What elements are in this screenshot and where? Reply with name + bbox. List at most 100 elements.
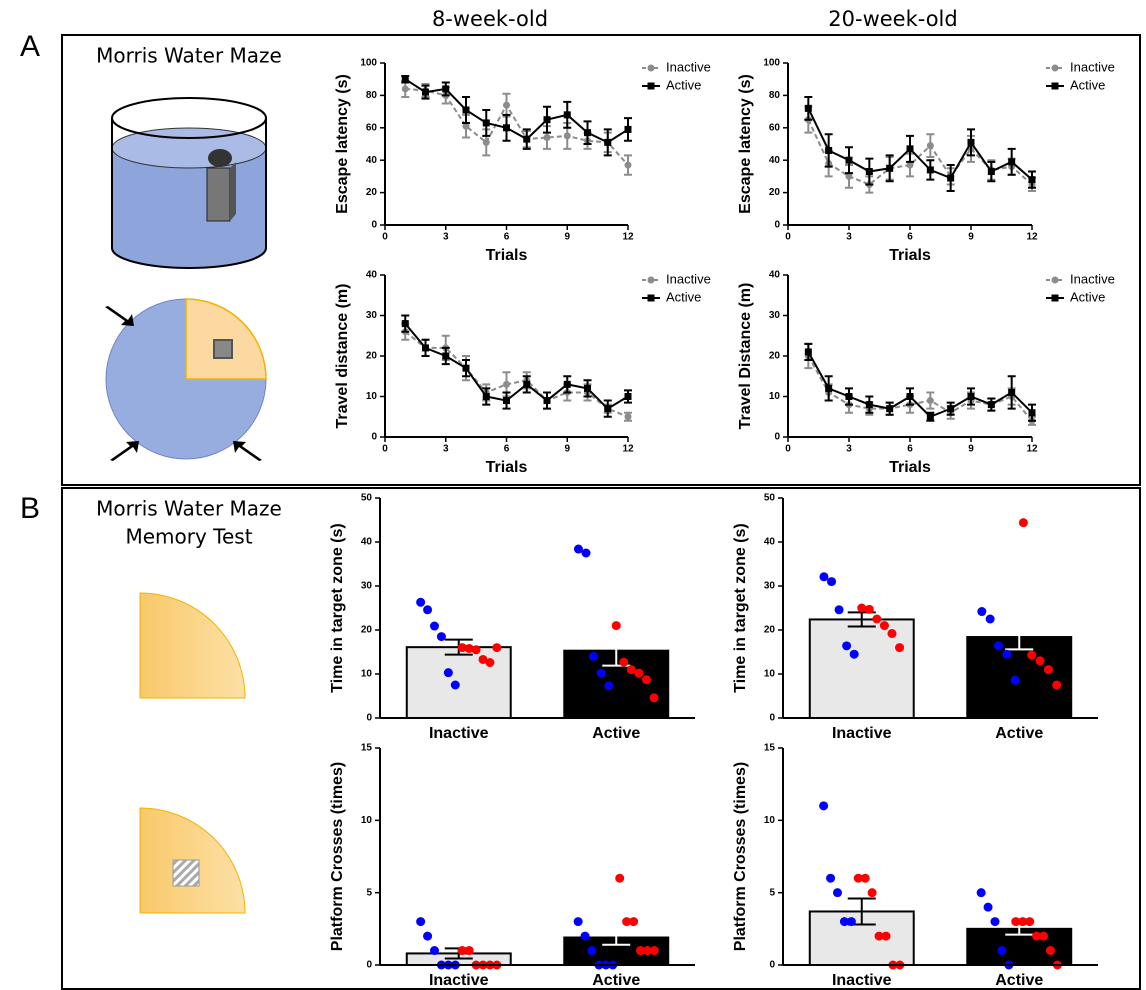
data-point [826,874,835,883]
y-tick-label: 20 [366,351,378,362]
marker [463,106,470,113]
data-point [1052,681,1061,690]
marker [422,344,429,351]
y-tick-label: 0 [366,713,372,724]
data-point [984,903,993,912]
marker [442,85,449,92]
marker [503,102,510,109]
marker [988,168,995,175]
x-tick-label: 9 [564,444,570,455]
series-line [808,352,1032,417]
y-tick-label: 60 [769,122,781,133]
x-tick-label: 3 [846,444,852,455]
data-point [1044,665,1053,674]
data-point [629,917,638,926]
marker [625,393,632,400]
marker [564,111,571,118]
y-tick-label: 40 [764,537,776,548]
legend-label: Inactive [666,271,711,286]
marker [523,136,530,143]
marker [503,397,510,404]
x-axis-label: Trials [486,459,528,476]
y-tick-label: 5 [366,887,372,898]
x-tick-label: Active [592,725,640,742]
data-point [423,932,432,941]
x-tick-label: 0 [382,232,388,243]
x-tick-label: 9 [564,232,570,243]
marker [544,116,551,123]
marker [604,405,611,412]
data-point [430,946,439,955]
x-tick-label: 12 [1026,444,1038,455]
data-point [990,917,999,926]
series-line [808,356,1032,421]
x-tick-label: 3 [443,232,449,243]
marker [564,132,571,139]
x-tick-label: 6 [907,444,913,455]
column-header: 8-week-old [432,7,548,31]
y-tick-label: 10 [764,815,776,826]
panel-label: A [20,30,40,63]
panel-title: Morris Water Maze [96,44,282,68]
data-point [847,917,856,926]
marker [483,393,490,400]
data-point [872,615,881,624]
data-point [1046,946,1055,955]
column-header: 20-week-old [828,7,957,31]
marker [805,105,812,112]
data-point [865,605,874,614]
marker [402,76,409,83]
data-point [587,946,596,955]
y-axis-label: Time in target zone (s) [732,523,749,693]
y-tick-label: 15 [361,743,373,754]
y-tick-label: 0 [371,220,377,231]
x-tick-label: Active [995,972,1043,989]
marker [927,413,934,420]
marker [825,147,832,154]
y-tick-label: 80 [769,90,781,101]
data-point [882,932,891,941]
data-point [895,643,904,652]
y-axis-label: Escape latency (s) [334,74,351,214]
x-tick-label: 6 [504,444,510,455]
data-point [615,874,624,883]
marker [988,401,995,408]
y-tick-label: 100 [360,58,377,69]
y-tick-label: 0 [774,432,780,443]
legend-label: Active [1070,289,1105,304]
marker [625,162,632,169]
y-tick-label: 20 [361,625,373,636]
data-point [416,917,425,926]
legend-label: Inactive [1070,271,1115,286]
data-point [880,621,889,630]
marker [825,385,832,392]
marker [483,139,490,146]
y-tick-label: 10 [361,815,373,826]
marker [503,381,510,388]
data-point [650,693,659,702]
data-point [868,888,877,897]
marker [805,348,812,355]
marker [846,157,853,164]
maze-map [105,299,266,461]
marker [927,142,934,149]
legend-marker [648,65,655,72]
y-axis-label: Travel distance (m) [334,284,351,429]
y-tick-label: 50 [361,493,373,504]
data-point [1036,656,1045,665]
y-axis-label: Travel Distance (m) [737,283,754,430]
x-tick-label: 0 [785,444,791,455]
data-point [833,888,842,897]
series-line [808,120,1032,185]
marker [968,393,975,400]
data-point [437,632,446,641]
quadrant-illustration [140,593,245,698]
data-point [997,946,1006,955]
legend-label: Active [1070,77,1105,92]
data-point [485,658,494,667]
y-tick-label: 10 [769,391,781,402]
data-point [1025,917,1034,926]
series-line [405,332,628,417]
data-point [619,658,628,667]
marker [625,126,632,133]
